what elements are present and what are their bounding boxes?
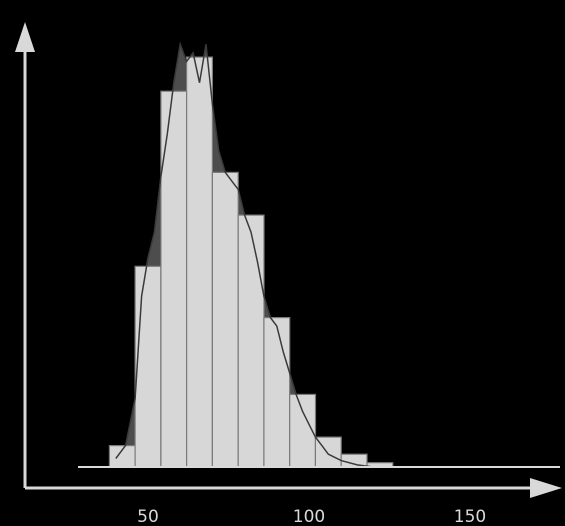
x-axis-arrow xyxy=(530,478,562,498)
histogram-bar-6 xyxy=(263,317,291,468)
histogram-bar-7 xyxy=(289,393,317,468)
x-tick-label-50: 50 xyxy=(137,507,159,526)
histogram-bar-4 xyxy=(211,171,239,468)
histogram-bar-3 xyxy=(186,56,214,468)
density-curve-line xyxy=(115,41,374,468)
y-axis-arrow xyxy=(15,22,35,52)
axes xyxy=(15,22,562,498)
histogram-bar-5 xyxy=(237,214,265,468)
x-tick-labels: 50 100 150 xyxy=(137,507,486,526)
x-tick-label-150: 150 xyxy=(454,507,486,526)
histogram-bar-1 xyxy=(134,265,162,468)
x-tick-label-100: 100 xyxy=(293,507,325,526)
